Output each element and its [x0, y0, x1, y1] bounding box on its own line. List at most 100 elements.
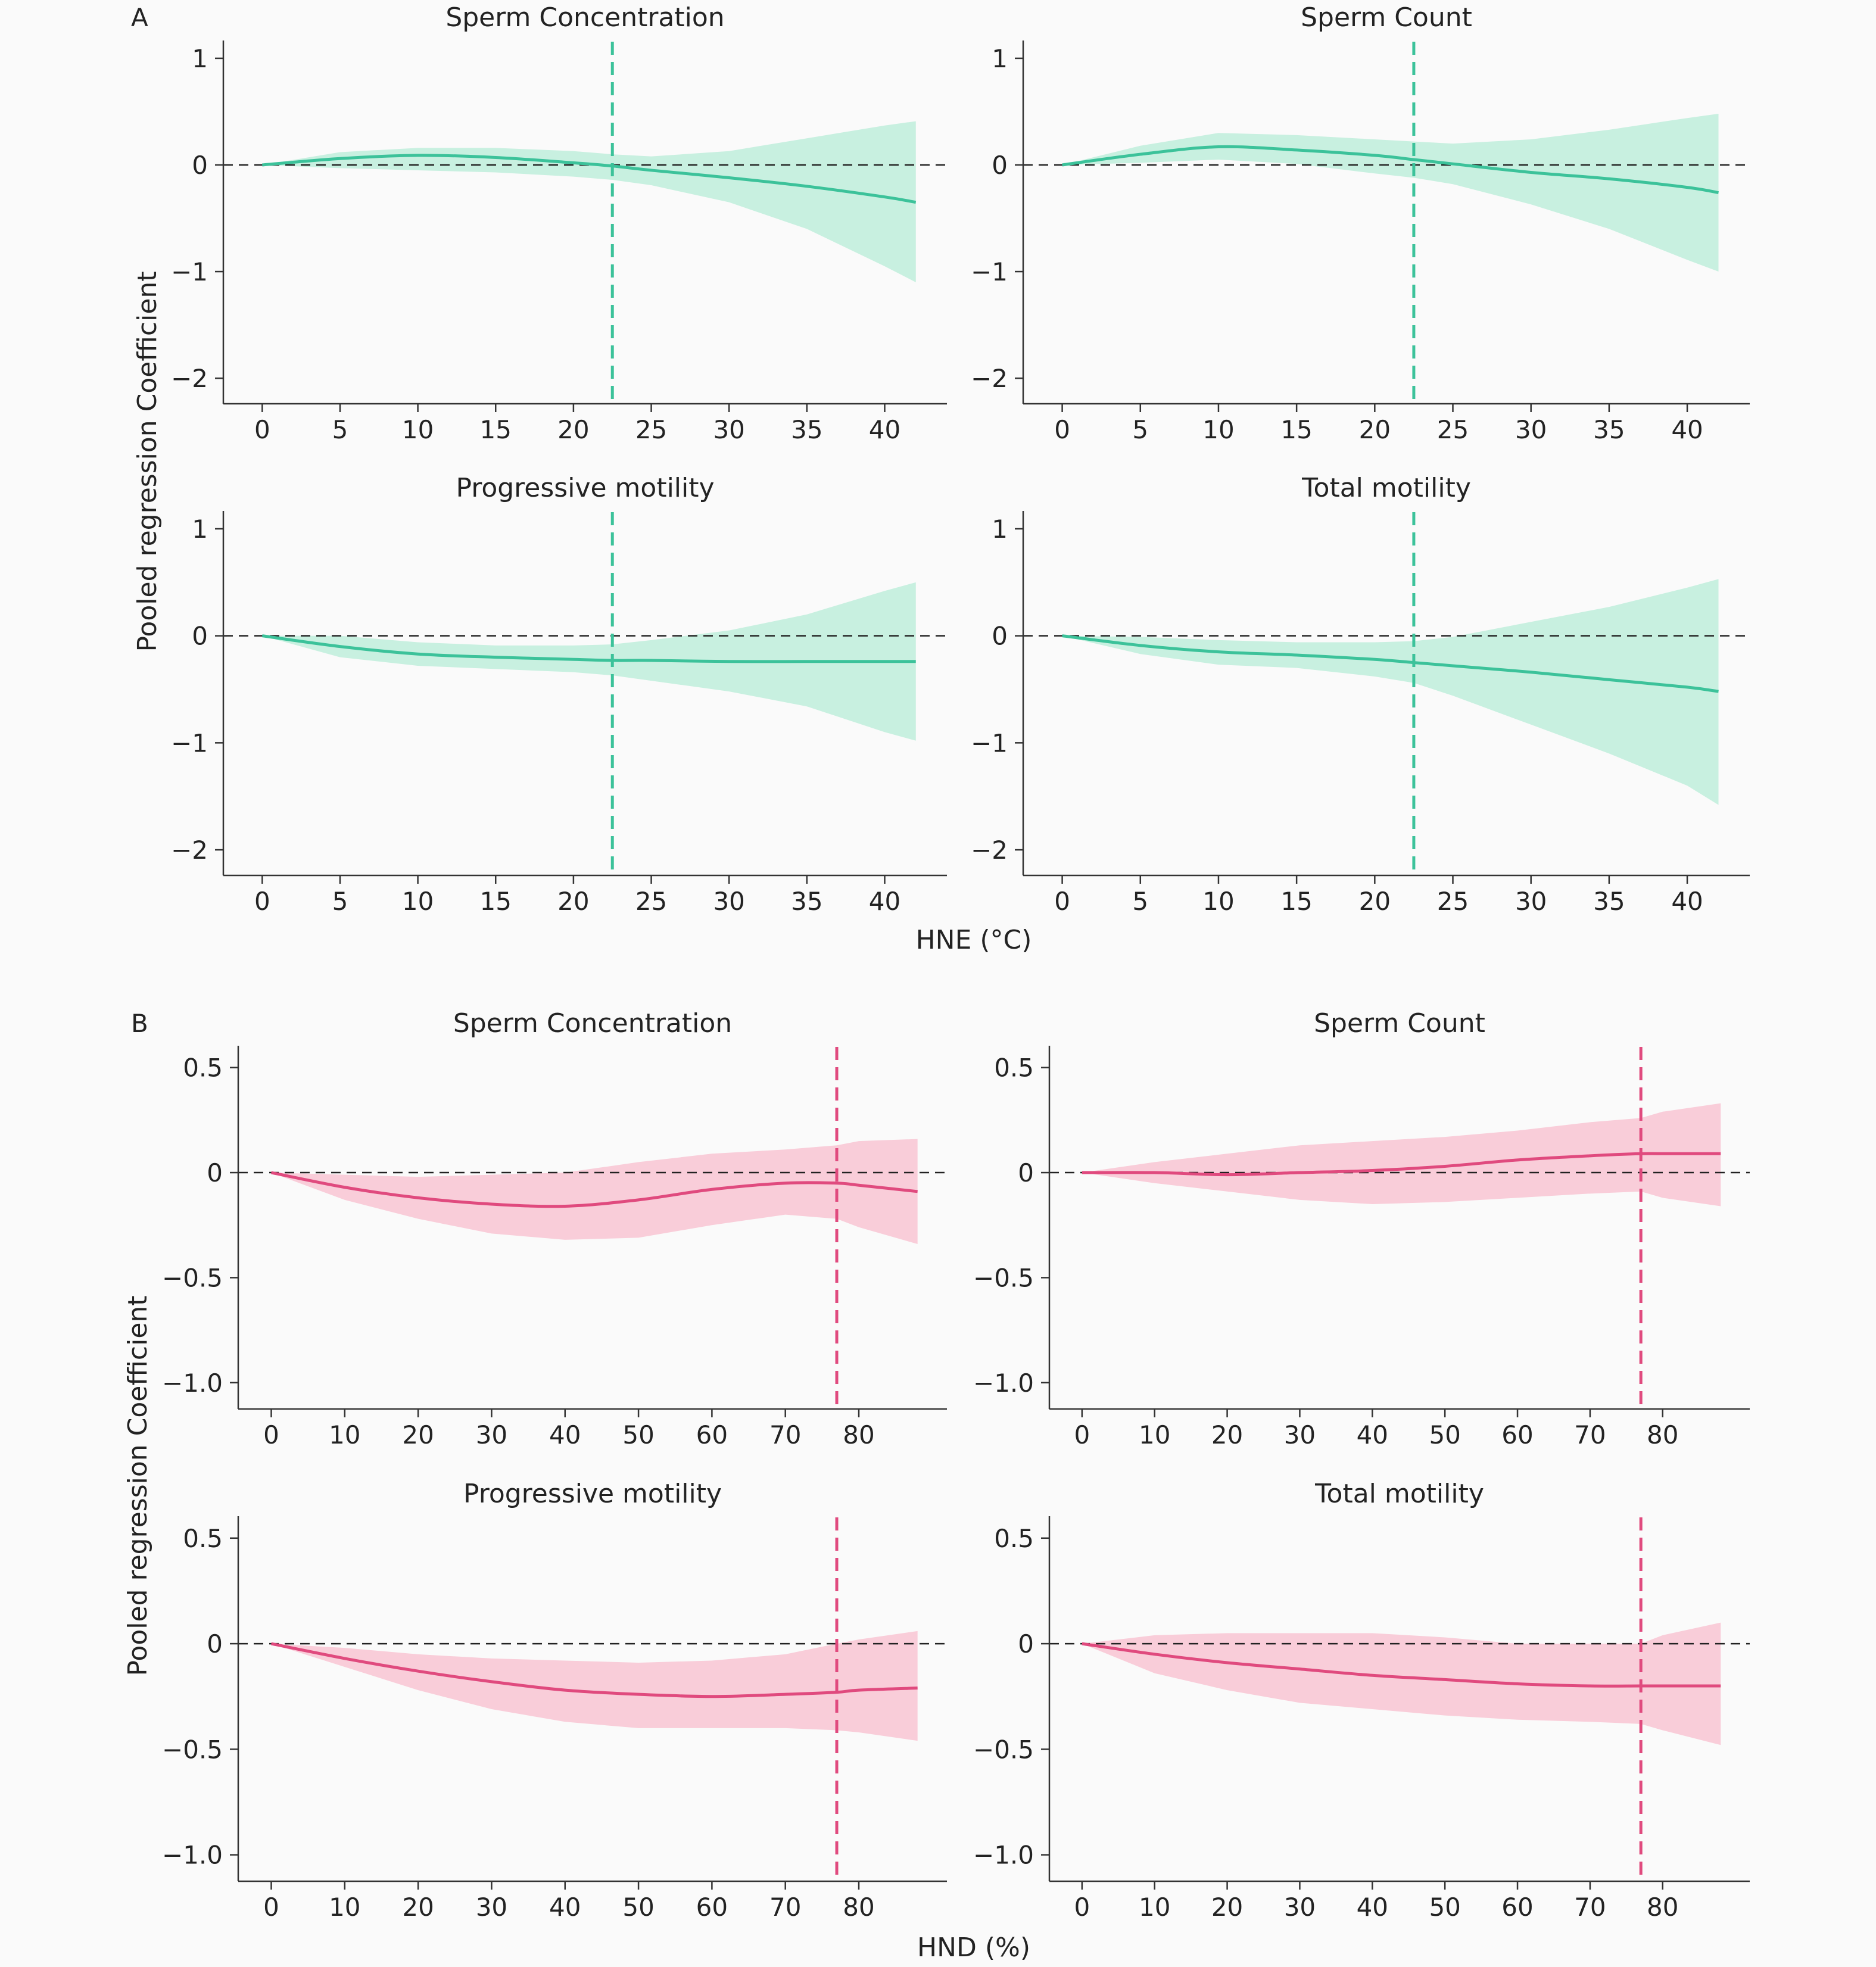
y-tick-label: −2 [971, 836, 1008, 865]
x-tick-label: 10 [1139, 1420, 1170, 1449]
panel-title: Total motility [1301, 473, 1471, 503]
chart-panel-b-total-motility: Total motility 0.5 0 −0.5 −1.0 0 10 20 30 40 50 60 7… [973, 1479, 1750, 1922]
y-tick-label: 0 [1018, 1629, 1034, 1659]
y-tick-label: −1.0 [973, 1841, 1034, 1870]
y-tick-label: 0 [207, 1158, 223, 1187]
x-axis-label-a: HNE (°C) [916, 925, 1032, 955]
x-tick-label: 25 [1437, 415, 1469, 444]
x-tick-label: 80 [843, 1893, 874, 1922]
x-tick-label: 20 [557, 887, 589, 916]
x-tick-label: 5 [1132, 415, 1148, 444]
x-tick-label: 30 [476, 1893, 507, 1922]
x-tick-label: 25 [1437, 887, 1469, 916]
x-tick-label: 5 [332, 415, 348, 444]
x-tick-label: 0 [1074, 1420, 1090, 1449]
x-tick-label: 30 [713, 887, 744, 916]
x-tick-label: 50 [1429, 1893, 1460, 1922]
y-tick-label: 0.5 [994, 1524, 1034, 1553]
y-tick-label: 1 [192, 44, 208, 73]
estimate-line [270, 1642, 918, 1698]
x-tick-label: 80 [843, 1420, 874, 1449]
x-tick-label: 50 [622, 1893, 654, 1922]
panel-title: Sperm Concentration [453, 1008, 732, 1039]
x-tick-label: 60 [1501, 1420, 1533, 1449]
x-axis-label-b: HND (%) [917, 1932, 1030, 1963]
chart-panel-b-sperm-concentration: Sperm Concentration 0.5 0 −0.5 −1.0 0 10 20 30 40… [162, 1008, 947, 1449]
x-tick-label: 40 [1357, 1420, 1388, 1449]
x-tick-label: 40 [549, 1893, 581, 1922]
confidence-band [271, 1139, 918, 1244]
x-tick-label: 25 [635, 887, 667, 916]
y-tick-label: 0.5 [183, 1524, 223, 1553]
x-tick-label: 0 [1074, 1893, 1090, 1922]
x-tick-label: 0 [254, 415, 270, 444]
x-tick-label: 15 [480, 887, 512, 916]
x-tick-label: 0 [1054, 415, 1070, 444]
estimate-line [1082, 1642, 1721, 1688]
x-tick-label: 50 [622, 1420, 654, 1449]
x-tick-label: 10 [1139, 1893, 1170, 1922]
x-tick-label: 5 [332, 887, 348, 916]
x-tick-label: 20 [402, 1893, 434, 1922]
x-tick-label: 80 [1647, 1420, 1678, 1449]
x-tick-label: 20 [1211, 1893, 1243, 1922]
y-tick-label: −1 [171, 257, 208, 286]
y-tick-label: −0.5 [973, 1735, 1034, 1764]
y-axis-label-b: Pooled regression Coefficient [123, 1295, 153, 1676]
y-tick-label: 0 [992, 622, 1008, 651]
x-tick-label: 0 [1054, 887, 1070, 916]
y-tick-label: 0 [192, 622, 208, 651]
x-tick-label: 50 [1429, 1420, 1460, 1449]
x-tick-label: 15 [1280, 887, 1312, 916]
x-tick-label: 40 [549, 1420, 581, 1449]
x-tick-label: 30 [1284, 1893, 1316, 1922]
chart-panel-b-sperm-count: Sperm Count 0.5 0 −0.5 −1.0 0 10 20 30 40 50 60 70 80 [973, 1008, 1750, 1449]
x-tick-label: 60 [696, 1420, 728, 1449]
x-tick-label: 30 [1515, 415, 1547, 444]
y-tick-label: −0.5 [973, 1263, 1034, 1292]
x-tick-label: 5 [1132, 887, 1148, 916]
y-tick-label: 0 [192, 151, 208, 180]
y-tick-label: 1 [192, 515, 208, 544]
x-tick-label: 10 [329, 1420, 360, 1449]
x-tick-label: 10 [1202, 415, 1234, 444]
panel-letter-b: B [131, 1009, 148, 1038]
x-tick-label: 20 [1359, 415, 1391, 444]
panel-title: Sperm Count [1301, 2, 1472, 33]
x-tick-label: 10 [329, 1893, 360, 1922]
y-axis-label-a: Pooled regression Coefficient [132, 271, 163, 651]
estimate-line [1082, 1152, 1721, 1177]
y-tick-label: −1.0 [162, 1841, 223, 1870]
x-tick-label: 40 [1671, 415, 1703, 444]
panel-title: Sperm Concentration [445, 2, 724, 33]
y-tick-label: −1 [971, 728, 1008, 758]
x-tick-label: 30 [476, 1420, 507, 1449]
x-tick-label: 70 [1574, 1420, 1606, 1449]
x-tick-label: 70 [1574, 1893, 1606, 1922]
panel-title: Progressive motility [463, 1479, 722, 1509]
x-tick-label: 40 [869, 415, 900, 444]
confidence-band [262, 582, 916, 741]
x-tick-label: 30 [713, 415, 744, 444]
y-tick-label: −2 [171, 364, 208, 393]
x-tick-label: 30 [1515, 887, 1547, 916]
y-tick-label: −0.5 [162, 1735, 223, 1764]
x-tick-label: 20 [402, 1420, 434, 1449]
x-tick-label: 15 [480, 415, 512, 444]
x-tick-label: 35 [791, 887, 822, 916]
x-tick-label: 40 [869, 887, 900, 916]
chart-panel-b-progressive-motility: Progressive motility 0.5 0 −0.5 −1.0 0 10 20 30 4… [162, 1479, 947, 1922]
y-tick-label: −2 [171, 836, 208, 865]
confidence-band [271, 1631, 918, 1741]
x-tick-label: 0 [263, 1420, 279, 1449]
x-tick-label: 20 [1359, 887, 1391, 916]
x-tick-label: 35 [791, 415, 822, 444]
x-tick-label: 20 [557, 415, 589, 444]
y-tick-label: 0.5 [994, 1053, 1034, 1083]
panel-title: Progressive motility [456, 473, 714, 503]
y-tick-label: 1 [992, 44, 1008, 73]
estimate-line [1062, 145, 1719, 195]
x-tick-label: 60 [1501, 1893, 1533, 1922]
